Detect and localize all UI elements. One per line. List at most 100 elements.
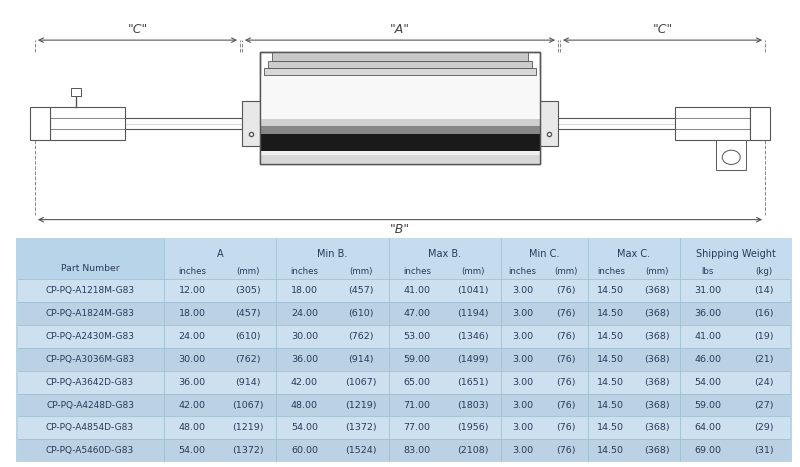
Text: (76): (76) (556, 286, 576, 295)
Text: (76): (76) (556, 424, 576, 432)
Bar (268, 61, 532, 68)
Text: Part Number: Part Number (61, 264, 119, 273)
Text: 18.00: 18.00 (178, 309, 206, 318)
Text: lbs: lbs (702, 267, 714, 276)
Text: (368): (368) (644, 446, 670, 455)
Text: 42.00: 42.00 (178, 401, 206, 410)
Text: (76): (76) (556, 332, 576, 341)
Bar (260, 155, 540, 163)
Text: Max C.: Max C. (617, 249, 650, 260)
Bar (18, 439, 790, 462)
Text: 3.00: 3.00 (512, 286, 534, 295)
Text: (368): (368) (644, 332, 670, 341)
Text: (368): (368) (644, 286, 670, 295)
Text: 30.00: 30.00 (291, 332, 318, 341)
Bar (716, 141, 746, 170)
Bar (71, 88, 82, 96)
Text: 3.00: 3.00 (512, 354, 534, 364)
Text: 14.50: 14.50 (598, 378, 624, 387)
Text: (1041): (1041) (457, 286, 489, 295)
Text: CP-PQ-A2430M-G83: CP-PQ-A2430M-G83 (46, 332, 134, 341)
Text: 59.00: 59.00 (403, 354, 430, 364)
Bar (750, 106, 770, 141)
Text: Max B.: Max B. (428, 249, 462, 260)
Text: 65.00: 65.00 (403, 378, 430, 387)
Text: 59.00: 59.00 (694, 401, 722, 410)
Text: 54.00: 54.00 (291, 424, 318, 432)
Ellipse shape (722, 150, 740, 164)
Text: (mm): (mm) (349, 267, 372, 276)
Text: 47.00: 47.00 (403, 309, 430, 318)
Text: (1067): (1067) (345, 378, 376, 387)
Text: 31.00: 31.00 (694, 286, 722, 295)
Text: (1219): (1219) (345, 401, 376, 410)
Text: 60.00: 60.00 (291, 446, 318, 455)
Text: (19): (19) (754, 332, 774, 341)
Text: (24): (24) (754, 378, 774, 387)
Bar (272, 52, 528, 61)
Text: (914): (914) (235, 378, 261, 387)
Text: 3.00: 3.00 (512, 401, 534, 410)
Text: 12.00: 12.00 (178, 286, 206, 295)
Text: (76): (76) (556, 309, 576, 318)
Bar (260, 52, 540, 163)
Text: "C": "C" (127, 23, 148, 36)
Text: A: A (217, 249, 223, 260)
Text: (1194): (1194) (457, 309, 489, 318)
Text: 36.00: 36.00 (178, 378, 206, 387)
Text: CP-PQ-A3642D-G83: CP-PQ-A3642D-G83 (46, 378, 134, 387)
Text: (16): (16) (754, 309, 774, 318)
Bar (18, 394, 790, 417)
Text: (914): (914) (348, 354, 374, 364)
Text: 14.50: 14.50 (598, 401, 624, 410)
Text: (21): (21) (754, 354, 774, 364)
Text: (368): (368) (644, 354, 670, 364)
Bar (264, 68, 536, 75)
Text: 41.00: 41.00 (403, 286, 430, 295)
Text: 14.50: 14.50 (598, 354, 624, 364)
Text: CP-PQ-A5460D-G83: CP-PQ-A5460D-G83 (46, 446, 134, 455)
Text: (368): (368) (644, 424, 670, 432)
Text: 14.50: 14.50 (598, 286, 624, 295)
Text: (mm): (mm) (645, 267, 668, 276)
Bar (260, 151, 540, 155)
Text: (1372): (1372) (233, 446, 264, 455)
Bar (260, 126, 540, 134)
Text: 41.00: 41.00 (694, 332, 722, 341)
Text: 3.00: 3.00 (512, 424, 534, 432)
Text: Shipping Weight: Shipping Weight (696, 249, 776, 260)
Text: inches: inches (178, 267, 206, 276)
Text: (mm): (mm) (237, 267, 260, 276)
Bar (18, 417, 790, 439)
Bar (164, 238, 792, 279)
Text: 30.00: 30.00 (178, 354, 206, 364)
Text: (1651): (1651) (457, 378, 489, 387)
Text: (1499): (1499) (457, 354, 489, 364)
Text: CP-PQ-A1218M-G83: CP-PQ-A1218M-G83 (46, 286, 134, 295)
Bar (18, 302, 790, 325)
Text: 54.00: 54.00 (694, 378, 722, 387)
Bar (18, 279, 790, 302)
Text: "C": "C" (652, 23, 673, 36)
Text: (1803): (1803) (457, 401, 489, 410)
Text: (1346): (1346) (457, 332, 489, 341)
Text: (mm): (mm) (462, 267, 485, 276)
Bar (50, 106, 125, 141)
Text: (76): (76) (556, 378, 576, 387)
Text: "A": "A" (390, 23, 410, 36)
Bar (260, 75, 540, 119)
Text: 24.00: 24.00 (178, 332, 206, 341)
Text: inches: inches (402, 267, 430, 276)
Text: (29): (29) (754, 424, 774, 432)
Bar (30, 106, 50, 141)
Text: CP-PQ-A4854D-G83: CP-PQ-A4854D-G83 (46, 424, 134, 432)
Text: 69.00: 69.00 (694, 446, 722, 455)
Text: (2108): (2108) (457, 446, 489, 455)
Text: Min C.: Min C. (530, 249, 559, 260)
Text: (kg): (kg) (755, 267, 773, 276)
Bar (242, 101, 260, 146)
Bar (260, 52, 540, 163)
Text: (14): (14) (754, 286, 774, 295)
Text: 71.00: 71.00 (403, 401, 430, 410)
Text: 3.00: 3.00 (512, 332, 534, 341)
